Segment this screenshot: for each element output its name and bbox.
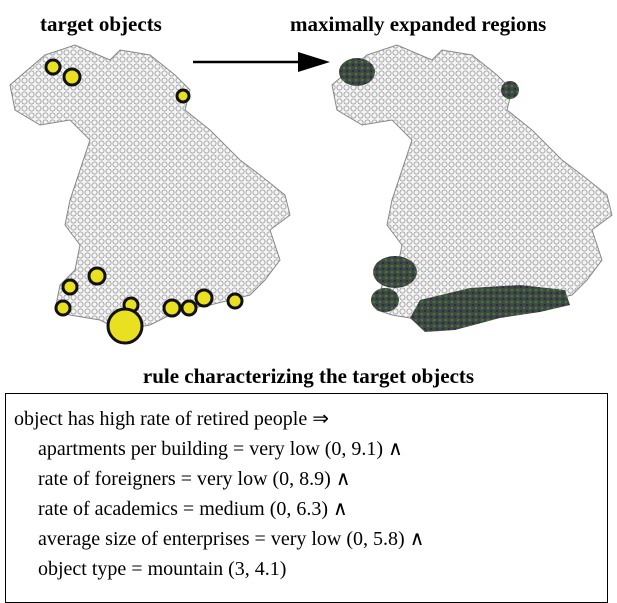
left-title: target objects [40,12,162,36]
rule-line: object has high rate of retired people ⇒ [14,408,329,430]
arrow [193,52,330,72]
target-markers [44,58,244,345]
expanded-regions [339,58,570,332]
right-title: maximally expanded regions [290,12,547,36]
maps [9,44,613,345]
map-left [9,44,291,331]
rule-title: rule characterizing the target objects [142,364,475,388]
rule-box: object has high rate of retired people ⇒… [5,393,608,603]
rule-line: object type = mountain (3, 4.1) [38,558,287,580]
rule-line: rate of foreigners = very low (0, 8.9) ∧ [38,468,351,490]
rule-line: apartments per building = very low (0, 9… [38,438,403,460]
rule-line: rate of academics = medium (0, 6.3) ∧ [38,498,348,520]
map-right [331,44,613,331]
rule-line: average size of enterprises = very low (… [38,528,425,550]
